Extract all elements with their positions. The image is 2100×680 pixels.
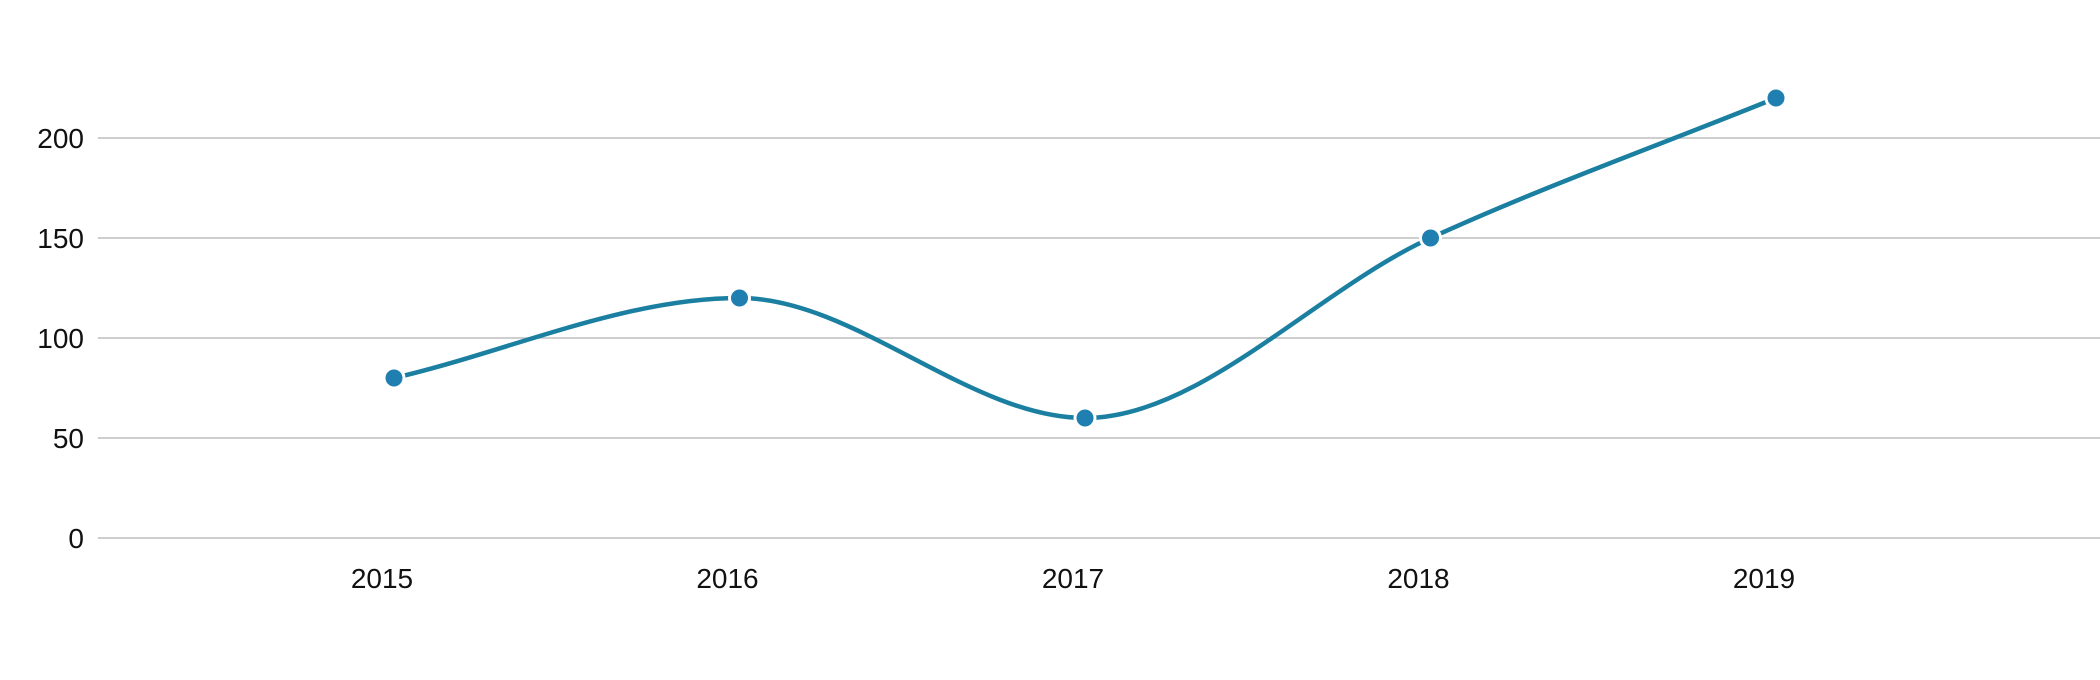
y-axis-ticks: 0 50 100 150 200 (37, 123, 84, 554)
data-point-2018 (1419, 226, 1442, 250)
grid-lines (98, 137, 2100, 539)
y-tick-label: 0 (68, 523, 84, 554)
data-point-2019 (1764, 86, 1788, 110)
data-point-2015 (382, 366, 406, 390)
y-tick-label: 100 (37, 323, 84, 354)
series-group (382, 86, 1788, 430)
y-tick-label: 150 (37, 223, 84, 254)
x-tick-label: 2018 (1387, 563, 1449, 594)
x-axis-ticks: 2015 2016 2017 2018 2019 (351, 563, 1795, 594)
x-tick-label: 2019 (1733, 563, 1795, 594)
series-line (391, 95, 1779, 421)
data-point-2016 (728, 286, 751, 310)
data-point-2017 (1073, 406, 1097, 430)
x-tick-label: 2016 (696, 563, 758, 594)
x-tick-label: 2017 (1042, 563, 1104, 594)
x-tick-label: 2015 (351, 563, 413, 594)
y-tick-label: 50 (53, 423, 84, 454)
y-tick-label: 200 (37, 123, 84, 154)
